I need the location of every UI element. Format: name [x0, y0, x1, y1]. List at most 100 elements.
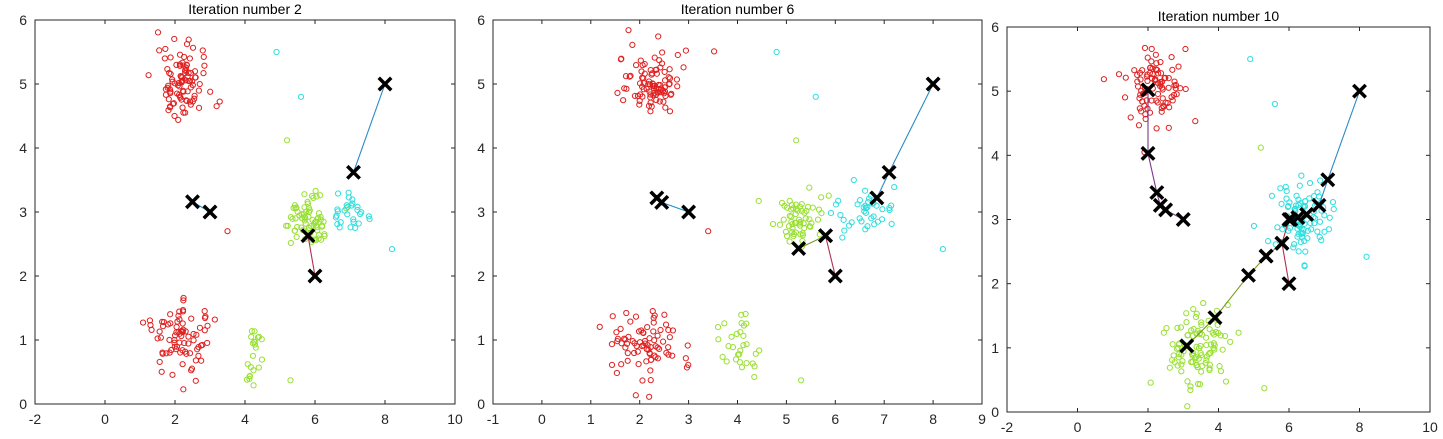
data-point: [297, 93, 305, 100]
data-point: [301, 217, 308, 224]
data-point: [1144, 77, 1151, 84]
data-point: [646, 349, 653, 357]
data-point: [624, 357, 631, 364]
data-point: [874, 218, 882, 225]
data-point: [653, 66, 660, 73]
data-point: [1211, 346, 1218, 353]
data-point: [1301, 198, 1309, 205]
data-point: [662, 92, 669, 100]
data-point: [654, 332, 661, 339]
data-point: [347, 224, 354, 231]
data-point: [660, 98, 667, 105]
data-point: [1222, 378, 1230, 385]
data-point: [1170, 352, 1177, 359]
data-point: [627, 72, 634, 79]
data-point: [1174, 324, 1181, 331]
data-point: [251, 338, 258, 345]
data-point: [189, 81, 196, 89]
data-point: [638, 68, 645, 75]
centroid-path: [352, 83, 386, 173]
data-point: [179, 78, 186, 85]
data-point: [283, 222, 290, 229]
data-point: [1163, 325, 1170, 332]
data-point: [1197, 342, 1204, 350]
data-point: [302, 214, 309, 221]
data-point: [146, 317, 154, 324]
data-point: [728, 333, 735, 340]
data-point: [661, 68, 668, 76]
data-point: [159, 318, 166, 325]
data-point: [1166, 364, 1173, 371]
x-tick-label: 0: [538, 411, 546, 427]
data-point: [738, 364, 746, 371]
centroid-marker: [346, 164, 361, 180]
data-point: [341, 207, 348, 214]
data-point: [1188, 327, 1195, 334]
data-point: [1182, 85, 1189, 93]
centroid-marker: [185, 194, 200, 210]
data-point: [613, 369, 620, 377]
data-point: [186, 98, 194, 105]
axes-box: [1006, 26, 1431, 413]
data-point: [1115, 71, 1123, 78]
data-point: [167, 320, 174, 327]
data-point: [630, 349, 638, 357]
data-point: [818, 209, 825, 217]
data-point: [190, 330, 197, 338]
data-point: [732, 356, 740, 363]
data-point: [1157, 70, 1165, 77]
data-point: [733, 330, 740, 337]
data-point: [939, 246, 946, 253]
centroid-marker: [1179, 338, 1195, 354]
data-point: [769, 220, 777, 228]
y-tick-label: 5: [19, 76, 27, 92]
data-point: [1139, 67, 1146, 74]
centroid-path: [307, 235, 316, 277]
data-point: [801, 209, 808, 216]
data-point: [248, 333, 255, 340]
data-point: [255, 364, 262, 371]
data-point: [1179, 358, 1186, 365]
data-point: [710, 48, 718, 55]
data-point: [1321, 228, 1328, 235]
data-point: [1121, 94, 1129, 101]
data-point: [1304, 227, 1312, 234]
data-point: [188, 315, 195, 322]
data-point: [305, 213, 312, 220]
data-point: [1182, 45, 1189, 53]
data-point: [334, 206, 341, 213]
data-point: [1330, 206, 1337, 213]
data-point: [684, 342, 691, 349]
data-point: [608, 361, 616, 369]
data-point: [1152, 51, 1159, 58]
data-point: [176, 62, 183, 69]
data-point: [258, 336, 265, 343]
data-point: [179, 104, 186, 111]
data-point: [1329, 199, 1337, 206]
data-point: [680, 64, 687, 71]
data-point: [651, 89, 658, 96]
data-point: [1122, 74, 1129, 81]
data-point: [193, 331, 200, 338]
data-point: [1268, 192, 1276, 199]
data-point: [1153, 125, 1160, 132]
centroid-marker: [869, 190, 885, 206]
data-point: [1162, 74, 1169, 81]
data-point: [1177, 324, 1185, 331]
y-tick-label: 3: [477, 204, 485, 220]
centroid-marker: [827, 268, 843, 284]
data-point: [1221, 332, 1229, 340]
data-point: [738, 320, 745, 327]
data-point: [180, 53, 188, 61]
data-point: [321, 231, 328, 238]
data-point: [654, 344, 661, 351]
data-point: [622, 344, 629, 351]
data-point: [1171, 78, 1178, 85]
data-points: [596, 27, 946, 400]
data-point: [751, 373, 758, 381]
data-point: [199, 47, 206, 54]
data-point: [1200, 299, 1207, 307]
centroid-marker: [1207, 310, 1223, 326]
data-point: [626, 73, 633, 80]
